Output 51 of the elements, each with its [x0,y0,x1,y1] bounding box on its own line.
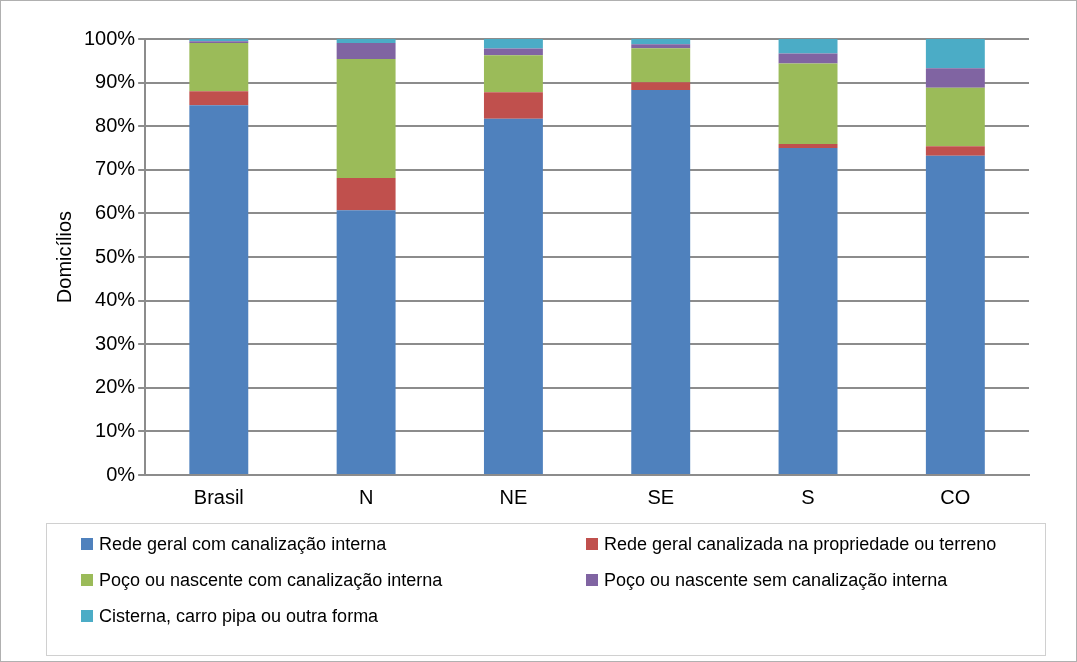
bar [189,91,249,106]
bar [189,42,249,92]
y-tick-label: 20% [95,375,136,398]
bar [778,144,838,148]
x-tick-label: CO [940,485,971,508]
x-tick-label: SE [647,485,675,508]
bar [925,68,985,88]
y-tick-label: 100% [84,26,136,49]
bar [631,39,691,45]
bar [778,53,838,64]
bar [631,90,691,474]
bar [925,87,985,147]
bar [336,59,396,179]
legend-label: Poço ou nascente sem canalização interna [604,569,948,591]
y-tick-label: 90% [95,70,136,93]
bar [778,39,838,54]
bar [925,146,985,156]
y-tick-label: 10% [95,418,136,441]
x-tick-label: NE [499,485,528,508]
y-tick-label: 70% [95,157,136,180]
bar [483,48,543,56]
y-axis-title: Domicílios [52,210,75,304]
bar [631,82,691,91]
x-tick-label: N [358,485,374,508]
bar [631,44,691,49]
bar [336,210,396,474]
bar [778,148,838,474]
legend-label: Poço ou nascente com canalização interna [99,569,443,591]
bar [778,63,838,145]
y-tick-label: 30% [95,331,136,354]
bar [483,55,543,93]
bar [925,39,985,69]
y-tick-label: 80% [95,113,136,136]
bar [631,48,691,83]
y-tick-label: 60% [95,200,136,223]
legend-label: Rede geral canalizada na propriedade ou terreno [604,533,997,555]
x-tick-label: S [801,485,815,508]
bar [336,42,396,60]
bar [336,178,396,211]
x-tick-label: Brasil [193,485,244,508]
y-tick-label: 40% [95,288,136,311]
bar [483,39,543,49]
legend-label: Cisterna, carro pipa ou outra forma [99,605,379,627]
y-tick-label: 0% [106,462,136,485]
bar [925,155,985,474]
bar [336,39,396,43]
bar [483,92,543,119]
bar [483,118,543,474]
bar [189,105,249,474]
y-tick-label: 50% [95,244,136,267]
legend-label: Rede geral com canalização interna [99,533,387,555]
